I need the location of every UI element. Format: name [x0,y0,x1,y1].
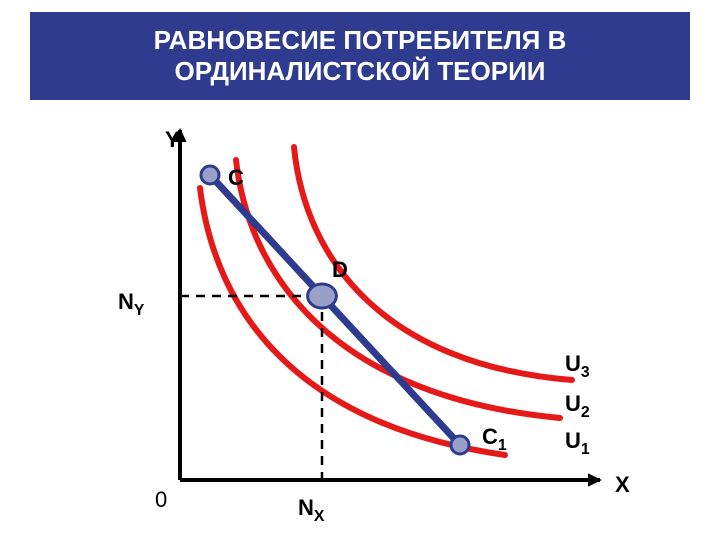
indifference-diagram: YX0CC1DNYNXU1U2U3 [60,115,660,525]
svg-text:X: X [615,472,630,497]
diagram-svg: YX0CC1DNYNXU1U2U3 [60,115,660,525]
svg-text:C: C [228,165,244,190]
svg-text:U2: U2 [565,391,590,421]
svg-text:D: D [332,257,348,282]
svg-text:NX: NX [298,495,325,525]
page-title: РАВНОВЕСИЕ ПОТРЕБИТЕЛЯ В ОРДИНАЛИСТСКОЙ … [30,25,690,87]
svg-text:Y: Y [165,127,180,152]
title-bar: РАВНОВЕСИЕ ПОТРЕБИТЕЛЯ В ОРДИНАЛИСТСКОЙ … [30,12,690,100]
svg-text:U1: U1 [565,428,590,458]
svg-text:U3: U3 [565,351,590,381]
svg-text:NY: NY [118,289,145,319]
svg-text:0: 0 [155,487,167,512]
